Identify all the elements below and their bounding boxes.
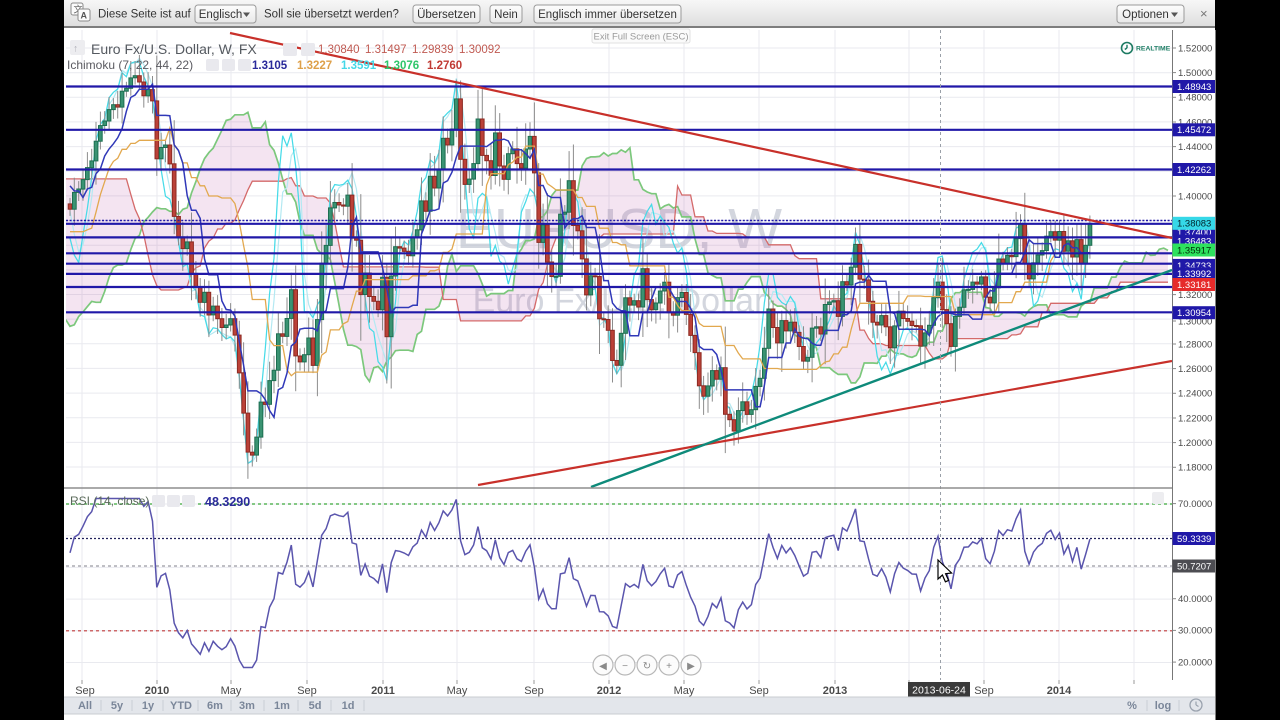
- svg-text:6m: 6m: [207, 700, 223, 712]
- svg-text:log: log: [1155, 700, 1172, 712]
- svg-text:1.3076: 1.3076: [384, 60, 419, 72]
- svg-text:▶: ▶: [687, 661, 695, 672]
- svg-text:1.28000: 1.28000: [1178, 339, 1212, 350]
- svg-text:5y: 5y: [111, 700, 124, 712]
- svg-text:1m: 1m: [274, 700, 290, 712]
- svg-text:Englisch immer übersetzen: Englisch immer übersetzen: [538, 9, 677, 21]
- svg-text:70.0000: 70.0000: [1178, 499, 1212, 510]
- svg-text:Euro Fx/U.S. Dollar: Euro Fx/U.S. Dollar: [473, 282, 766, 320]
- svg-text:Übersetzen: Übersetzen: [417, 9, 476, 21]
- svg-text:1.50000: 1.50000: [1178, 68, 1212, 79]
- svg-text:2014: 2014: [1047, 685, 1072, 697]
- svg-text:Soll sie übersetzt werden?: Soll sie übersetzt werden?: [264, 9, 399, 21]
- svg-text:1.29839: 1.29839: [412, 44, 454, 56]
- svg-text:1.2760: 1.2760: [427, 60, 462, 72]
- svg-text:Nein: Nein: [494, 9, 518, 21]
- svg-text:20.0000: 20.0000: [1178, 657, 1212, 668]
- svg-text:↑: ↑: [73, 44, 78, 55]
- svg-text:1.22000: 1.22000: [1178, 413, 1212, 424]
- svg-text:50.7207: 50.7207: [1177, 561, 1211, 572]
- svg-text:Sep: Sep: [75, 685, 95, 697]
- svg-text:1.3227: 1.3227: [297, 60, 332, 72]
- svg-text:1.36483: 1.36483: [1177, 236, 1211, 247]
- svg-text:48.3290: 48.3290: [205, 495, 250, 509]
- svg-text:1.48943: 1.48943: [1177, 82, 1211, 93]
- svg-text:YTD: YTD: [170, 700, 192, 712]
- svg-text:5d: 5d: [309, 700, 322, 712]
- svg-text:1d: 1d: [342, 700, 355, 712]
- svg-text:1.42262: 1.42262: [1177, 165, 1211, 176]
- svg-text:RSI (14, close): RSI (14, close): [70, 494, 149, 508]
- svg-text:Sep: Sep: [749, 685, 769, 697]
- svg-text:1.26000: 1.26000: [1178, 364, 1212, 375]
- svg-text:1.30092: 1.30092: [459, 44, 501, 56]
- svg-text:1.3591: 1.3591: [341, 60, 377, 72]
- svg-text:All: All: [78, 700, 92, 712]
- svg-text:1.24000: 1.24000: [1178, 389, 1212, 400]
- svg-text:Diese Seite ist auf: Diese Seite ist auf: [98, 9, 191, 21]
- svg-text:1.20000: 1.20000: [1178, 438, 1212, 449]
- svg-text:Euro Fx/U.S. Dollar, W, FX: Euro Fx/U.S. Dollar, W, FX: [91, 41, 257, 57]
- svg-text:1.30000: 1.30000: [1178, 316, 1212, 327]
- svg-text:1.18000: 1.18000: [1178, 463, 1212, 474]
- svg-text:1.30840: 1.30840: [318, 44, 360, 56]
- svg-text:↻: ↻: [643, 661, 651, 672]
- svg-text:2013-06-24: 2013-06-24: [912, 685, 966, 697]
- svg-text:%: %: [1127, 700, 1137, 712]
- svg-text:×: ×: [1200, 6, 1208, 21]
- svg-text:2010: 2010: [145, 685, 169, 697]
- svg-text:3m: 3m: [239, 700, 255, 712]
- svg-text:1.35917: 1.35917: [1177, 245, 1211, 256]
- svg-text:REALTIME: REALTIME: [1136, 46, 1171, 53]
- svg-text:30.0000: 30.0000: [1178, 626, 1212, 637]
- svg-text:1.33992: 1.33992: [1177, 269, 1211, 280]
- svg-text:1.31497: 1.31497: [365, 44, 407, 56]
- svg-text:1.52000: 1.52000: [1178, 43, 1212, 54]
- svg-text:May: May: [674, 685, 695, 697]
- svg-text:May: May: [221, 685, 242, 697]
- svg-text:May: May: [447, 685, 468, 697]
- svg-text:◀: ◀: [599, 661, 607, 672]
- svg-text:1.37400: 1.37400: [1177, 227, 1211, 238]
- svg-text:−: −: [622, 661, 628, 672]
- svg-text:1.34733: 1.34733: [1177, 261, 1211, 272]
- svg-text:Sep: Sep: [297, 685, 317, 697]
- svg-text:1.3105: 1.3105: [252, 60, 288, 72]
- svg-text:1.44000: 1.44000: [1178, 142, 1212, 153]
- svg-text:Optionen: Optionen: [1122, 9, 1169, 21]
- svg-text:1.33181: 1.33181: [1177, 280, 1211, 291]
- svg-text:+: +: [666, 661, 672, 672]
- svg-text:1.30954: 1.30954: [1177, 308, 1211, 319]
- svg-text:Ichimoku (7, 22, 44, 22): Ichimoku (7, 22, 44, 22): [67, 58, 193, 72]
- svg-text:1.40000: 1.40000: [1178, 191, 1212, 202]
- svg-text:1.48000: 1.48000: [1178, 93, 1212, 104]
- svg-text:EURUSD, W: EURUSD, W: [456, 197, 782, 261]
- svg-text:40.0000: 40.0000: [1178, 594, 1212, 605]
- svg-text:2012: 2012: [597, 685, 621, 697]
- svg-text:1y: 1y: [142, 700, 155, 712]
- svg-text:A: A: [81, 11, 88, 21]
- svg-text:Sep: Sep: [974, 685, 994, 697]
- svg-text:Sep: Sep: [524, 685, 544, 697]
- svg-text:2011: 2011: [371, 685, 395, 697]
- svg-text:文: 文: [74, 4, 83, 15]
- svg-text:1.45472: 1.45472: [1177, 125, 1211, 136]
- svg-text:Exit Full Screen (ESC): Exit Full Screen (ESC): [593, 32, 688, 43]
- svg-text:Englisch: Englisch: [199, 9, 242, 21]
- svg-text:2013: 2013: [823, 685, 847, 697]
- svg-text:1.46000: 1.46000: [1178, 117, 1212, 128]
- svg-text:1.32000: 1.32000: [1178, 290, 1212, 301]
- svg-text:59.3339: 59.3339: [1177, 534, 1211, 545]
- svg-text:1.38083: 1.38083: [1177, 219, 1211, 230]
